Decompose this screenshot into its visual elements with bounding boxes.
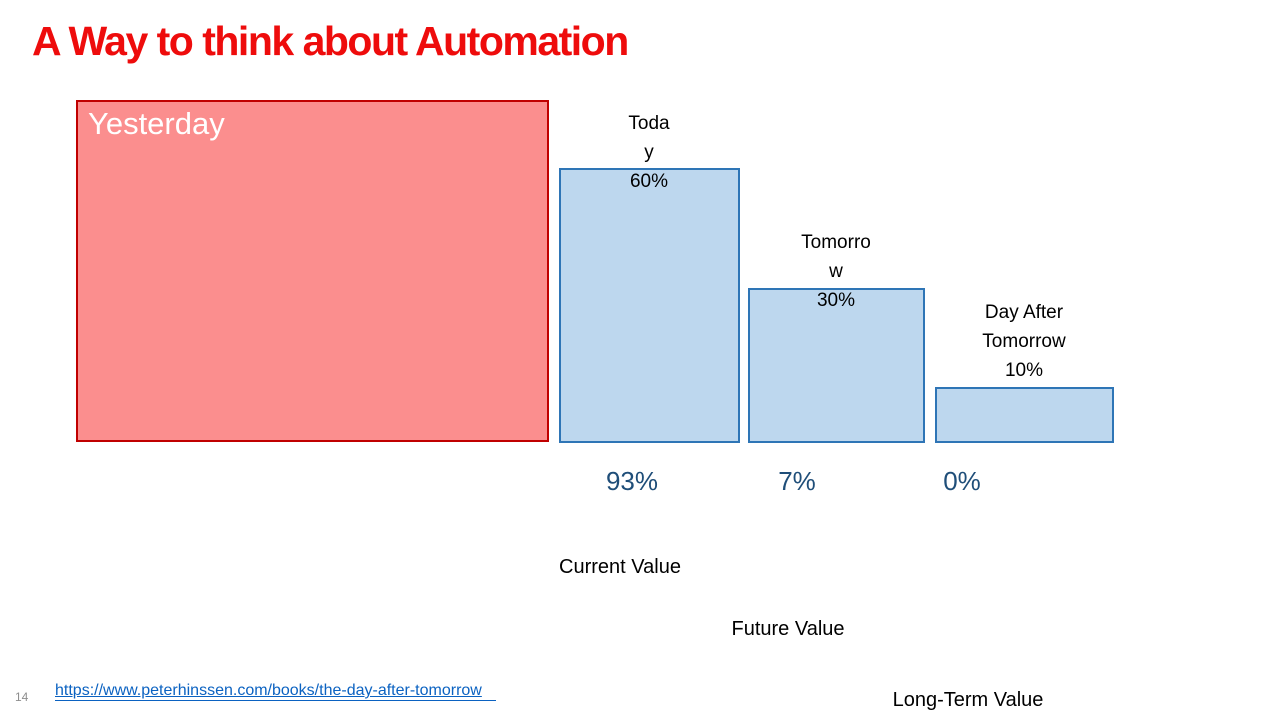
bar-label-day-after-tomorrow: Day After Tomorrow 10% <box>944 298 1104 385</box>
bar-day-after-tomorrow <box>935 387 1114 443</box>
bar-label-today-line2: y <box>644 142 654 163</box>
yesterday-box: Yesterday <box>76 100 549 442</box>
bar-label-tomorrow-line1: Tomorro <box>801 232 871 253</box>
value-label-current: Current Value <box>559 556 681 578</box>
percent-below-today: 93% <box>605 466 659 496</box>
bar-label-tomorrow: Tomorro w 30% <box>756 228 916 315</box>
bar-label-today: Toda y 60% <box>569 109 729 196</box>
source-link[interactable]: https://www.peterhinssen.com/books/the-d… <box>55 682 496 701</box>
percent-below-day-after-tomorrow: 0% <box>943 466 981 496</box>
percent-below-tomorrow: 7% <box>778 466 816 496</box>
bar-label-today-line1: Toda <box>628 113 670 134</box>
yesterday-label: Yesterday <box>88 106 225 141</box>
bar-label-day-after-line1: Day After <box>984 302 1064 323</box>
value-label-future: Future Value <box>731 618 845 640</box>
bar-label-today-percent: 60% <box>629 171 669 192</box>
bar-label-day-after-percent: 10% <box>1004 360 1044 381</box>
page-number: 14 <box>15 690 29 704</box>
value-label-long-term: Long-Term Value <box>892 689 1044 711</box>
bar-label-tomorrow-line2: w <box>829 261 843 282</box>
bar-label-tomorrow-percent: 30% <box>816 290 856 311</box>
bar-tomorrow <box>748 288 925 443</box>
bar-today <box>559 168 740 443</box>
slide-title: A Way to think about Automation <box>32 18 629 64</box>
bar-label-day-after-line2: Tomorrow <box>982 331 1066 352</box>
